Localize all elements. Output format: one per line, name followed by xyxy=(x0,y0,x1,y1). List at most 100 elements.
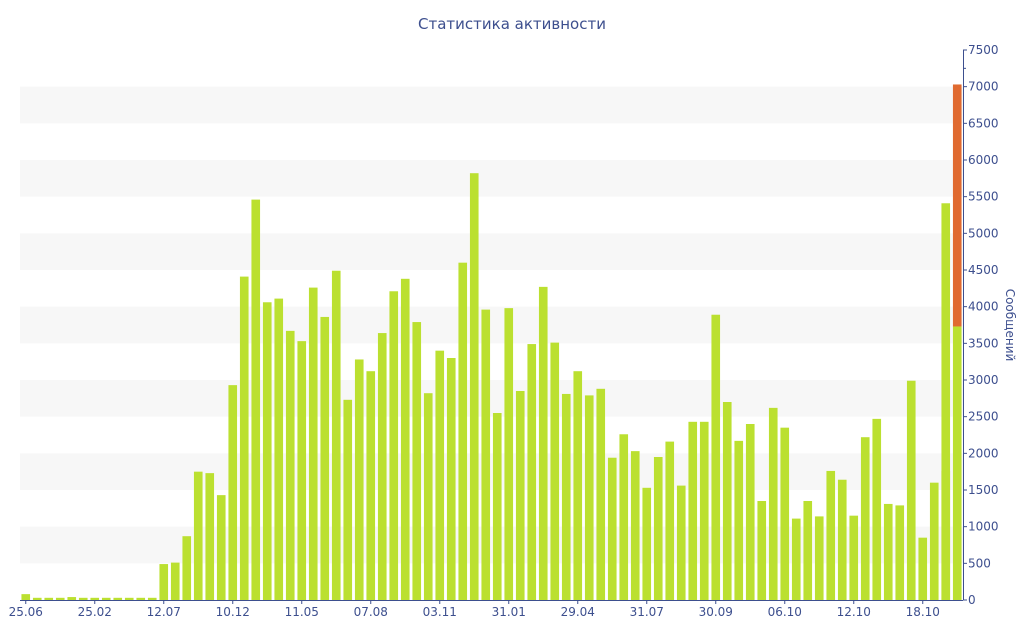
bar xyxy=(803,501,813,600)
bar xyxy=(21,594,31,600)
bar xyxy=(584,395,594,600)
bar xyxy=(929,482,939,600)
bar xyxy=(791,518,801,600)
bar xyxy=(458,262,468,600)
y-tick-label: 1000 xyxy=(968,520,999,534)
bar xyxy=(711,314,721,600)
x-tick-label: 25.02 xyxy=(78,605,112,619)
bar xyxy=(688,421,698,600)
bar xyxy=(136,597,146,600)
grid-band xyxy=(20,160,963,197)
bar xyxy=(952,326,962,600)
bar xyxy=(297,341,307,600)
grid-band xyxy=(20,380,963,417)
bar xyxy=(561,393,571,600)
bar xyxy=(331,270,341,600)
bar xyxy=(343,399,353,600)
x-tick-label: 10.12 xyxy=(216,605,250,619)
y-tick-label: 0 xyxy=(968,593,976,607)
bar xyxy=(170,562,180,600)
y-tick-label: 1500 xyxy=(968,483,999,497)
x-tick-label: 12.10 xyxy=(837,605,871,619)
bar xyxy=(527,344,537,600)
bar xyxy=(193,471,203,600)
bar xyxy=(757,501,767,600)
bar xyxy=(78,597,88,600)
bar-overlay xyxy=(941,203,951,600)
chart-title: Статистика активности xyxy=(418,15,606,33)
y-tick-label: 7000 xyxy=(968,80,999,94)
bar xyxy=(619,434,629,600)
grid-band xyxy=(20,233,963,270)
bar xyxy=(780,427,790,600)
bar xyxy=(515,391,525,600)
bar xyxy=(366,371,376,600)
bar xyxy=(412,322,422,600)
bar xyxy=(389,291,399,600)
bar xyxy=(653,457,663,600)
bar xyxy=(492,413,502,600)
bar xyxy=(113,597,123,600)
bar xyxy=(251,199,261,600)
bar xyxy=(676,485,686,600)
bar xyxy=(182,536,192,600)
y-tick-label: 2000 xyxy=(968,446,999,460)
bar xyxy=(642,487,652,600)
y-tick-label: 4000 xyxy=(968,300,999,314)
bar xyxy=(320,316,330,600)
bar xyxy=(918,537,928,600)
x-tick-label: 03.11 xyxy=(423,605,457,619)
grid-band xyxy=(20,306,963,344)
y-tick-label: 5500 xyxy=(968,190,999,204)
bar xyxy=(814,516,824,600)
y-tick-label: 4500 xyxy=(968,263,999,277)
bar xyxy=(883,503,893,600)
bar xyxy=(44,597,54,600)
y-tick-label: 500 xyxy=(968,556,991,570)
bar xyxy=(446,358,456,600)
y-tick-label: 3000 xyxy=(968,373,999,387)
y-tick-label: 6000 xyxy=(968,153,999,167)
bar xyxy=(469,173,479,600)
grid-band xyxy=(20,453,963,490)
bar xyxy=(906,380,916,600)
bar xyxy=(377,333,387,600)
bar xyxy=(274,298,284,600)
bar xyxy=(895,505,905,600)
bar xyxy=(67,597,77,600)
bar xyxy=(124,597,134,600)
bar xyxy=(90,597,100,600)
x-tick-label: 31.07 xyxy=(630,605,664,619)
bar xyxy=(573,371,583,600)
bar xyxy=(400,278,410,600)
bar-segment xyxy=(952,84,962,327)
bar xyxy=(538,286,548,600)
y-axis-label: Сообщений xyxy=(1003,288,1017,362)
y-tick-label: 6500 xyxy=(968,116,999,130)
bar xyxy=(216,495,226,600)
bar xyxy=(205,473,215,600)
x-tick-label: 06.10 xyxy=(768,605,802,619)
bar xyxy=(849,515,859,600)
x-tick-label: 11.05 xyxy=(285,605,319,619)
y-tick-label: 3500 xyxy=(968,336,999,350)
bar xyxy=(596,388,606,600)
bar xyxy=(101,597,111,600)
bar xyxy=(630,451,640,600)
bar xyxy=(699,421,709,600)
bar xyxy=(550,342,560,600)
y-tick-label: 7500 xyxy=(968,43,999,57)
x-tick-label: 12.07 xyxy=(147,605,181,619)
bar xyxy=(262,302,272,600)
bar xyxy=(837,479,847,600)
bar xyxy=(734,440,744,600)
bar xyxy=(745,424,755,600)
bar xyxy=(159,564,169,600)
bar xyxy=(228,385,238,600)
bar xyxy=(768,407,778,600)
bar xyxy=(826,470,836,600)
y-tick-label: 2500 xyxy=(968,410,999,424)
x-tick-label: 07.08 xyxy=(354,605,388,619)
bar xyxy=(32,597,42,600)
